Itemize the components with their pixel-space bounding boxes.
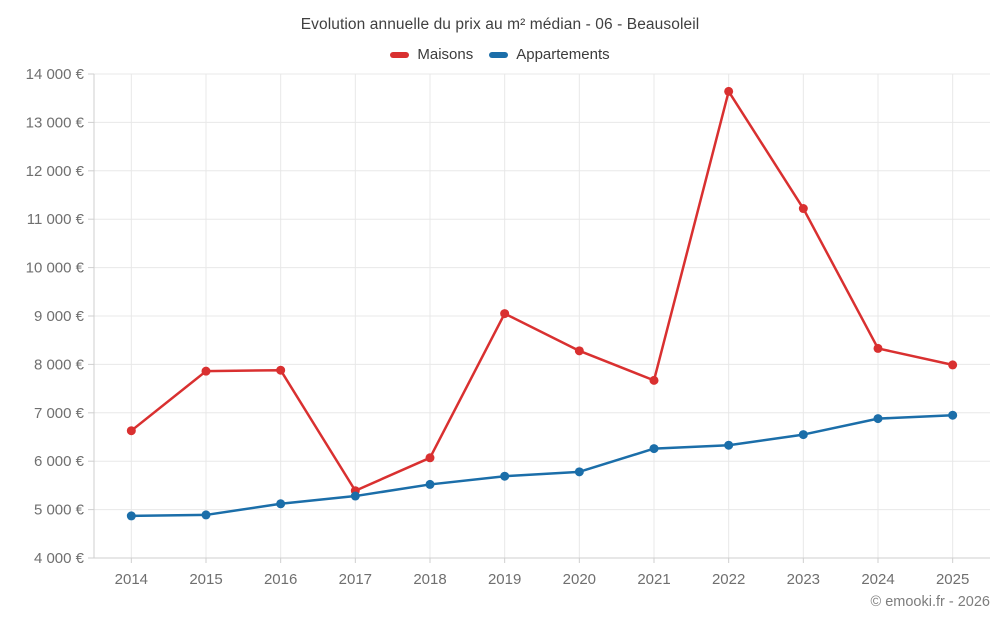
y-axis-label: 14 000 € — [26, 66, 85, 83]
x-axis-label: 2014 — [115, 571, 148, 588]
appartements-data-point — [425, 479, 435, 489]
appartements-data-point — [649, 444, 659, 454]
maisons-series-line — [130, 90, 954, 492]
y-axis-label: 8 000 € — [34, 356, 85, 373]
maisons-data-point — [649, 375, 659, 385]
appartements-data-point — [798, 430, 808, 440]
legend-item-maisons[interactable]: Maisons — [390, 46, 473, 63]
maisons-data-point — [724, 86, 734, 96]
y-axis-label: 6 000 € — [34, 453, 85, 470]
x-axis-label: 2018 — [413, 571, 446, 588]
maisons-data-point — [425, 453, 435, 463]
x-axis-label: 2024 — [861, 571, 894, 588]
x-axis-label: 2020 — [563, 571, 596, 588]
appartements-series-line — [130, 413, 954, 518]
maisons-data-point — [201, 366, 211, 376]
appartements-data-point — [724, 440, 734, 450]
x-axis-label: 2022 — [712, 571, 745, 588]
appartements-data-point — [948, 410, 958, 420]
maisons-data-point — [574, 346, 584, 356]
y-axis-label: 9 000 € — [34, 308, 85, 325]
copyright-credit: © emooki.fr - 2026 — [870, 594, 990, 610]
y-axis-label: 7 000 € — [34, 405, 85, 422]
appartements-data-point — [574, 467, 584, 477]
appartements-series-swatch-icon — [489, 51, 509, 58]
x-axis-label: 2015 — [189, 571, 222, 588]
maisons-data-point — [276, 365, 286, 375]
x-axis-label: 2023 — [787, 571, 820, 588]
x-axis-label: 2016 — [264, 571, 297, 588]
appartements-data-point — [873, 414, 883, 424]
y-axis-label: 12 000 € — [26, 163, 85, 180]
maisons-data-point — [948, 360, 958, 370]
appartements-data-point — [126, 511, 136, 521]
maisons-data-point — [500, 309, 510, 319]
y-axis-label: 5 000 € — [34, 502, 85, 519]
x-axis-label: 2025 — [936, 571, 969, 588]
chart-legend: Maisons Appartements — [0, 46, 1000, 63]
y-axis-label: 13 000 € — [26, 114, 85, 131]
appartements-data-point — [276, 499, 286, 509]
legend-label-appartements: Appartements — [516, 46, 610, 63]
y-axis-label: 4 000 € — [34, 550, 85, 567]
maisons-series-swatch-icon — [390, 51, 410, 58]
chart-title: Evolution annuelle du prix au m² médian … — [300, 16, 700, 33]
x-axis-label: 2019 — [488, 571, 521, 588]
x-axis-label: 2017 — [339, 571, 372, 588]
legend-item-appartements[interactable]: Appartements — [489, 46, 610, 63]
y-axis-label: 10 000 € — [26, 260, 85, 277]
x-axis-label: 2021 — [637, 571, 670, 588]
y-axis-label: 11 000 € — [27, 211, 85, 228]
appartements-data-point — [350, 491, 360, 501]
appartements-data-point — [201, 510, 211, 520]
legend-label-maisons: Maisons — [417, 46, 474, 63]
appartements-data-point — [500, 471, 510, 481]
maisons-data-point — [873, 343, 883, 353]
maisons-data-point — [798, 204, 808, 214]
maisons-data-point — [126, 426, 136, 436]
